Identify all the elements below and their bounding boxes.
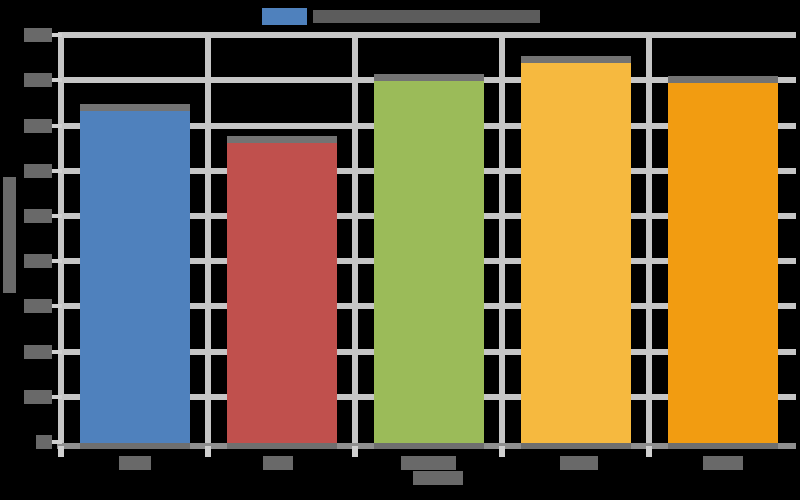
x-tick	[499, 446, 505, 457]
x-tick	[352, 446, 358, 457]
y-tick-label-blob	[24, 344, 52, 359]
y-axis-line	[58, 32, 64, 450]
x-tick-label-blob	[413, 471, 463, 485]
x-tick-label-blob	[400, 456, 456, 470]
y-tick	[48, 33, 62, 38]
h-gridline	[58, 32, 796, 39]
bar-cap	[374, 73, 484, 81]
y-tick	[48, 304, 62, 309]
y-axis-title-blob	[3, 177, 16, 293]
x-tick	[646, 446, 652, 457]
x-tick-label-blob	[263, 456, 293, 470]
bar-cap	[521, 56, 631, 64]
y-tick	[48, 349, 62, 354]
bar-base	[668, 443, 778, 449]
legend-swatch	[262, 8, 307, 25]
v-gridline	[205, 32, 211, 449]
bar	[227, 136, 337, 444]
bar-cap	[668, 76, 778, 84]
y-tick-label-blob	[24, 118, 52, 133]
y-tick-label-blob	[24, 254, 52, 269]
bar-cap	[80, 104, 190, 112]
x-tick-label-blob	[119, 456, 151, 470]
y-tick	[48, 123, 62, 128]
x-tick	[58, 446, 64, 457]
y-tick	[48, 214, 62, 218]
y-tick	[48, 168, 62, 173]
v-gridline	[499, 32, 505, 449]
bar-base	[80, 443, 190, 449]
y-tick-label-blob	[24, 28, 52, 43]
bar-base	[521, 443, 631, 449]
bar-base	[374, 443, 484, 449]
bar	[668, 76, 778, 444]
x-tick-label-blob	[560, 456, 598, 470]
y-tick	[48, 394, 62, 399]
legend-label-blob	[313, 10, 540, 23]
y-tick-label-blob	[24, 73, 52, 88]
v-gridline	[646, 32, 652, 449]
y-tick-label-blob	[24, 209, 52, 223]
y-tick-label-blob	[24, 163, 52, 178]
bar	[80, 104, 190, 444]
y-tick	[48, 259, 62, 264]
bar	[374, 73, 484, 444]
bar-base	[227, 443, 337, 449]
y-tick	[48, 78, 62, 83]
bar	[521, 56, 631, 444]
bar-cap	[227, 136, 337, 144]
x-tick-label-blob	[703, 456, 743, 470]
y-tick-label-blob	[36, 435, 52, 449]
y-tick-label-blob	[24, 299, 52, 314]
x-tick	[205, 446, 211, 457]
y-tick-label-blob	[24, 389, 52, 404]
v-gridline	[352, 32, 358, 449]
y-tick	[48, 440, 62, 444]
